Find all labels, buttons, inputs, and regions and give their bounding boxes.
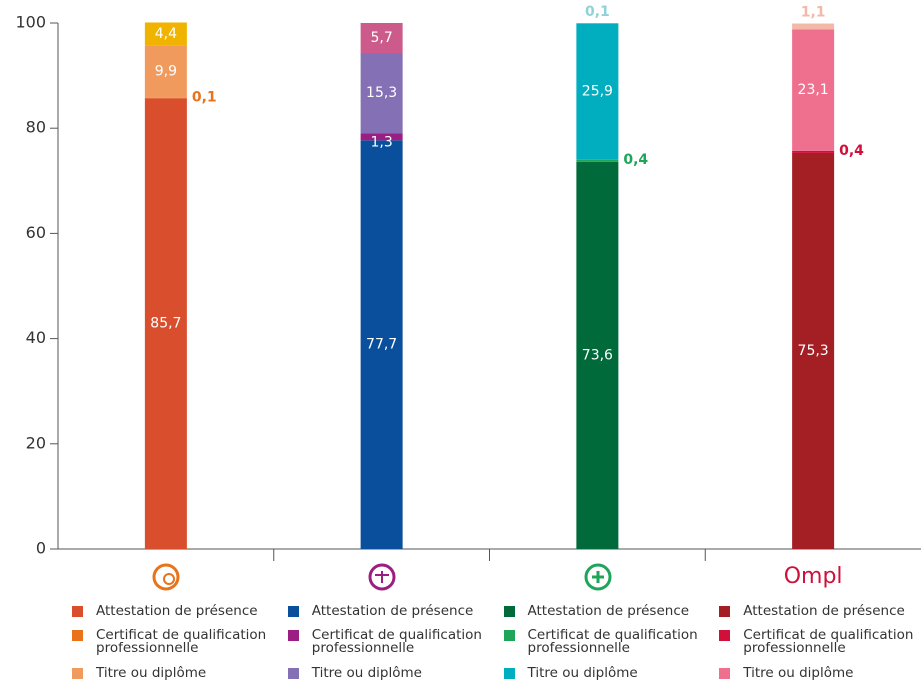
bar-segment (576, 23, 619, 24)
y-tick-label: 100 (15, 13, 46, 32)
legend-swatch (503, 630, 515, 641)
bar-segment (792, 23, 835, 30)
value-label: 5,7 (370, 30, 392, 46)
value-label: 15,3 (366, 85, 397, 101)
value-label: 85,7 (150, 316, 181, 332)
legend-swatch (503, 668, 515, 679)
bar-segment (576, 161, 619, 549)
legend-swatch (72, 630, 83, 641)
bar-segment (792, 29, 835, 151)
value-label: 73,6 (582, 347, 613, 363)
bar-segment (144, 98, 187, 549)
legend-label: Attestation de présence (96, 603, 258, 619)
legend-label: Titre ou diplôme (96, 665, 207, 681)
legend-label: Titre ou diplôme (743, 665, 854, 681)
bar-segment (792, 150, 835, 153)
y-tick-label: 20 (26, 433, 46, 452)
value-label: 0,1 (192, 90, 217, 106)
y-tick-label: 60 (26, 223, 46, 242)
bar-segment (360, 140, 403, 549)
legend-label: Certificat de qualification professionne… (96, 627, 267, 656)
x-tick-label: Ompl (784, 564, 843, 589)
bar-segment (360, 23, 403, 53)
legend-swatch (719, 606, 731, 617)
legend-label: Attestation de présence (743, 603, 905, 619)
legend-swatch (72, 606, 83, 617)
bar-segment (144, 22, 187, 46)
legend-label: Certificat de qualification professionne… (743, 627, 914, 656)
legend-label: Certificat de qualification professionne… (527, 627, 698, 656)
legend-swatch (72, 668, 83, 679)
category-icon (152, 563, 612, 591)
bar-segment (360, 133, 403, 141)
value-label: 1,3 (370, 134, 392, 150)
legend-label: Titre ou diplôme (527, 665, 638, 681)
legend-swatch (503, 606, 515, 617)
legend-label: Attestation de présence (527, 603, 690, 619)
y-tick-label: 80 (26, 118, 46, 137)
value-label: 0,1 (585, 4, 610, 20)
bar-segment (144, 45, 187, 98)
bar-segment (144, 97, 187, 99)
value-label: 0,4 (839, 143, 864, 159)
value-label: 1,1 (801, 5, 826, 21)
legend-swatch (287, 668, 299, 679)
value-label: 9,9 (155, 64, 177, 80)
legend-swatch (719, 668, 731, 679)
value-label: 75,3 (798, 343, 829, 359)
bar-segment (576, 23, 619, 160)
bar-segment (576, 159, 619, 162)
value-label: 4,4 (155, 26, 177, 42)
y-tick-label: 0 (36, 539, 46, 558)
value-label: 77,7 (366, 337, 397, 353)
value-label: 25,9 (582, 84, 613, 100)
legend-swatch (719, 630, 731, 641)
value-label: 0,4 (623, 152, 648, 168)
y-tick-label: 40 (26, 328, 46, 347)
bar-segment (792, 152, 835, 549)
value-label: 23,1 (798, 82, 829, 98)
legend-label: Titre ou diplôme (311, 665, 422, 681)
legend-label: Attestation de présence (311, 603, 474, 619)
legend-swatch (287, 630, 299, 641)
legend-swatch (287, 606, 299, 617)
bar-segment (360, 52, 403, 134)
legend-label: Certificat de qualification professionne… (311, 627, 482, 656)
